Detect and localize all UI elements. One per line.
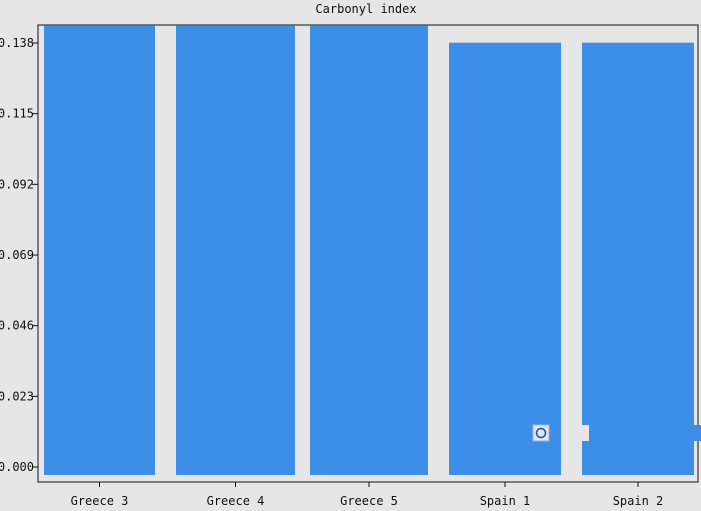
- y-axis: 0.000 0.023 0.046 0.069 0.092 0.115 0.138: [0, 36, 38, 474]
- plot-area: [37, 24, 699, 483]
- y-tick-label: 0.069: [0, 248, 34, 262]
- y-tick-label: 0.046: [0, 319, 34, 333]
- legend-icon: [535, 427, 547, 439]
- x-tick-label: Spain 1: [480, 494, 531, 508]
- bar: [176, 25, 295, 476]
- legend-swatch-fragment: [694, 425, 701, 441]
- bar: [582, 42, 694, 476]
- bar: [44, 25, 155, 476]
- legend-gap: [561, 425, 589, 441]
- x-tick-label: Greece 3: [71, 494, 129, 508]
- bar: [449, 42, 561, 476]
- legend-icon-bg: [532, 424, 550, 442]
- y-tick-label: 0.000: [0, 460, 34, 474]
- bars-group: [44, 25, 694, 476]
- x-tick-label: Spain 2: [613, 494, 664, 508]
- y-tick-label: 0.092: [0, 177, 34, 191]
- x-tick-label: Greece 4: [207, 494, 265, 508]
- bar: [310, 25, 428, 476]
- plot-frame: [37, 24, 699, 483]
- y-tick-label: 0.138: [0, 36, 34, 50]
- x-tick-label: Greece 5: [340, 494, 398, 508]
- x-axis: Greece 3 Greece 4 Greece 5 Spain 1 Spain 2: [71, 482, 664, 508]
- y-tick-label: 0.023: [0, 389, 34, 403]
- y-tick-label: 0.115: [0, 107, 34, 121]
- legend-fragment: [532, 424, 701, 442]
- chart-title: Carbonyl index: [315, 2, 416, 16]
